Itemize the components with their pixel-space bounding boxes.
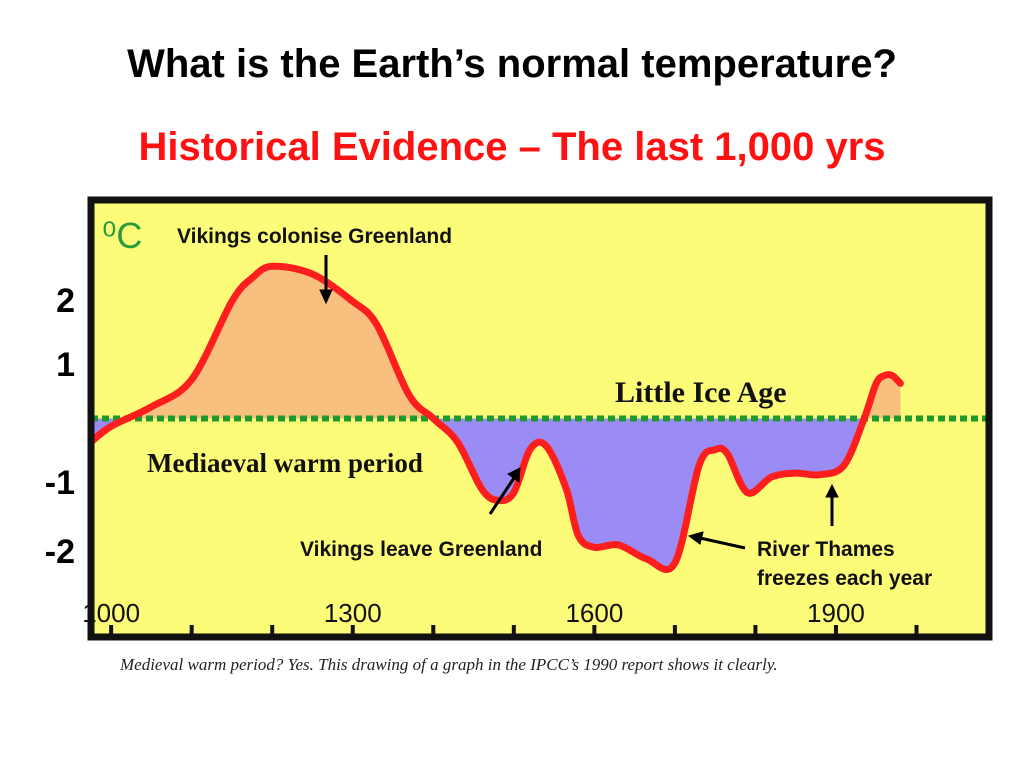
- arrow-head-river-thames-1: [687, 531, 704, 545]
- annotation-river-thames: River Thames freezes each year: [757, 538, 932, 590]
- arrow-head-vikings-leave: [507, 467, 521, 483]
- arrow-vikings-leave: [488, 477, 516, 515]
- y-tick-label-2: 2: [56, 282, 75, 320]
- x-tick-label-1300: 1300: [324, 598, 382, 628]
- cold-area-fill: [91, 418, 901, 570]
- annotation-little-ice-age: Little Ice Age: [615, 376, 787, 409]
- warm-area-fill: [91, 266, 901, 419]
- annotation-mediaeval-warm-period: Mediaeval warm period: [147, 448, 423, 478]
- annotation-vikings-leave: Vikings leave Greenland: [300, 538, 542, 561]
- x-tick-label-1600: 1600: [565, 598, 623, 628]
- page-title: What is the Earth’s normal temperature?: [127, 42, 897, 86]
- plot-frame: [87, 196, 993, 641]
- arrow-river-thames-1: [699, 536, 746, 550]
- y-tick-label-minus-2: -2: [44, 533, 75, 571]
- temperature-curve: [91, 262, 904, 573]
- page-subtitle: Historical Evidence – The last 1,000 yrs: [138, 125, 886, 169]
- annotation-vikings-colonise: Vikings colonise Greenland: [177, 225, 452, 248]
- x-tick-label-1900: 1900: [807, 598, 865, 628]
- unit-label: ⁰C: [102, 215, 142, 256]
- annotation-arrows: [319, 255, 839, 550]
- arrow-head-vikings-colonise: [319, 289, 333, 305]
- figure-caption: Medieval warm period? Yes. This drawing …: [120, 655, 778, 674]
- y-tick-label-minus-1: -1: [44, 464, 75, 502]
- y-tick-label-1: 1: [56, 346, 75, 384]
- arrow-head-river-thames-2: [825, 483, 839, 498]
